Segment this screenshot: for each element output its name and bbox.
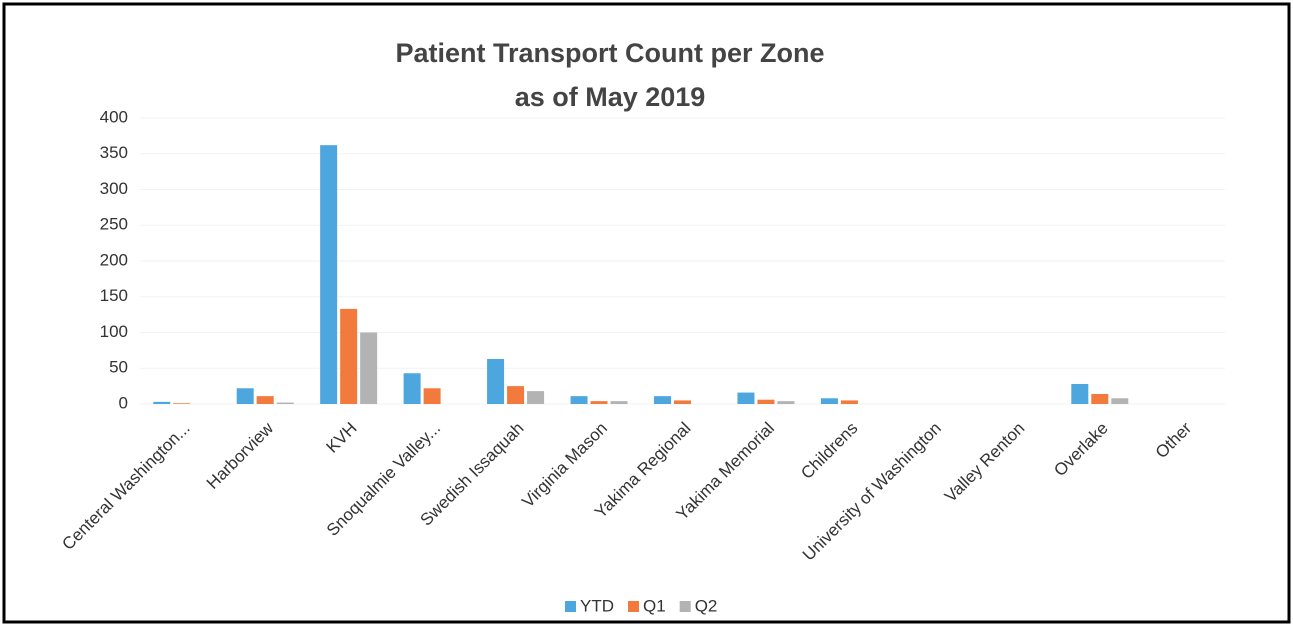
bar [610, 401, 628, 404]
y-tick-label: 250 [100, 215, 128, 234]
bar [403, 373, 421, 404]
y-tick-label: 350 [100, 143, 128, 162]
legend-label: YTD [580, 596, 614, 615]
y-tick-label: 400 [100, 107, 128, 126]
bar [360, 332, 378, 404]
bar [777, 401, 795, 404]
bar [820, 398, 838, 404]
y-tick-label: 300 [100, 179, 128, 198]
y-tick-label: 100 [100, 322, 128, 341]
chart-title: Patient Transport Count per Zone [395, 38, 824, 68]
bar [236, 388, 254, 404]
bar [276, 402, 294, 404]
bar [153, 401, 171, 404]
bar [570, 396, 588, 404]
bar [320, 145, 338, 405]
bar [654, 396, 671, 404]
bar [173, 403, 191, 404]
y-tick-label: 150 [100, 286, 128, 305]
bar [674, 400, 691, 404]
legend-swatch [565, 601, 576, 612]
legend-swatch [679, 601, 691, 612]
bar [487, 358, 505, 404]
y-tick-label: 0 [119, 393, 128, 412]
bar [423, 388, 441, 404]
bar [256, 396, 274, 404]
bar [590, 401, 608, 404]
y-tick-label: 200 [100, 250, 128, 269]
bar [757, 399, 775, 404]
bar [840, 400, 858, 404]
chart-subtitle: as of May 2019 [515, 82, 706, 112]
legend-swatch [628, 601, 639, 612]
bar [1091, 393, 1109, 404]
bar [737, 392, 755, 404]
bar [1071, 383, 1089, 404]
legend-label: Q1 [643, 596, 666, 615]
bar [507, 386, 525, 404]
legend-label: Q2 [695, 596, 718, 615]
bar [1111, 398, 1129, 404]
y-tick-label: 50 [109, 358, 128, 377]
bar [527, 391, 545, 404]
bar [340, 308, 358, 404]
